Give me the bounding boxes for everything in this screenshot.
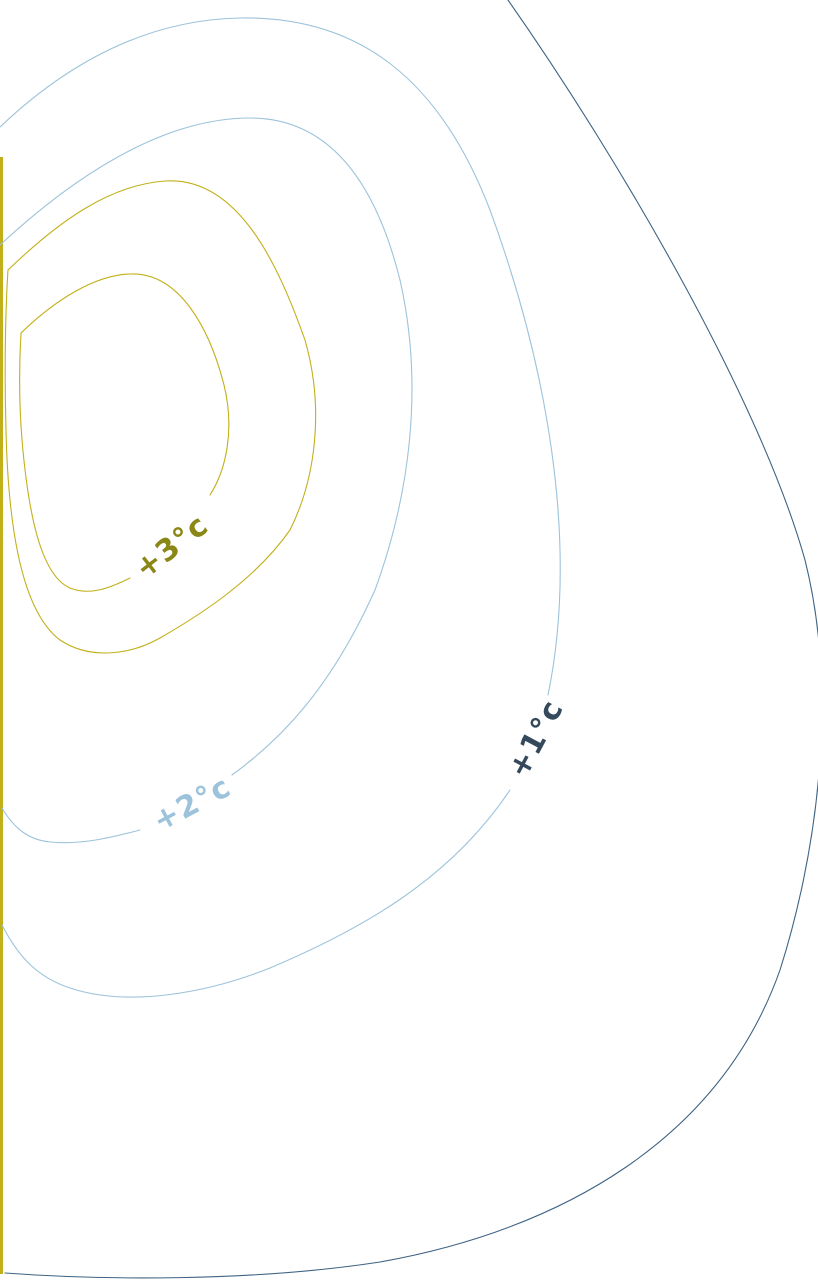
label-plus-two: +2°c: [147, 769, 237, 839]
contour-plus-two-inner-a: [0, 117, 413, 776]
left-edge-bar: [0, 157, 3, 1274]
contour-plus-two-inner-b: [1, 807, 141, 844]
label-plus-three: +3°c: [128, 508, 215, 587]
contour-plus-three-inner-b: [19, 332, 131, 592]
contour-plus-two-outer-a: [0, 17, 561, 696]
label-plus-one: +1°c: [501, 694, 571, 784]
contour-plus-two-outer-b: [1, 789, 511, 998]
contour-plus-one-outer: [4, 0, 818, 1279]
contour-plus-three-outer: [4, 180, 317, 654]
contour-plus-three-inner-a: [20, 273, 230, 496]
